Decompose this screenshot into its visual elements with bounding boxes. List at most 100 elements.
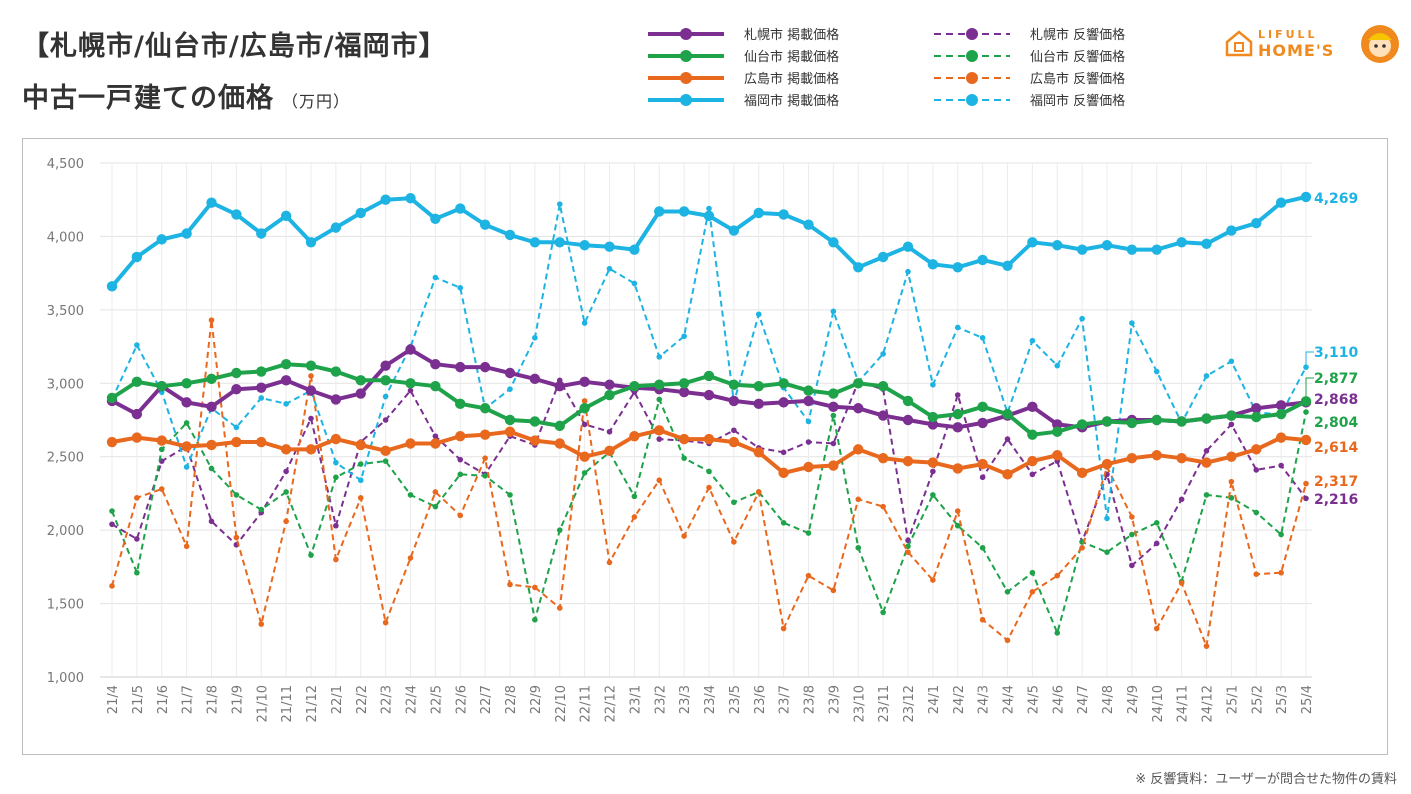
data-point xyxy=(853,444,864,455)
data-point xyxy=(681,533,687,539)
data-point xyxy=(333,459,339,466)
data-point xyxy=(805,530,812,536)
x-tick-label: 23/7 xyxy=(778,685,793,714)
data-point xyxy=(902,455,914,467)
data-point xyxy=(604,389,615,401)
legend-item: 広島市 掲載価格 xyxy=(648,71,839,87)
data-point xyxy=(631,493,638,500)
mascot-icon xyxy=(1361,25,1399,63)
data-point xyxy=(556,605,563,611)
data-point xyxy=(231,436,242,448)
data-point xyxy=(357,461,364,467)
data-point xyxy=(1153,540,1160,547)
data-point xyxy=(532,584,538,591)
data-point xyxy=(681,333,687,340)
x-tick-label: 23/12 xyxy=(902,685,917,722)
data-point xyxy=(853,262,864,273)
series-3 xyxy=(106,191,1312,292)
data-point xyxy=(1054,362,1061,369)
data-point xyxy=(430,438,441,449)
data-point xyxy=(977,458,988,470)
data-point xyxy=(805,418,812,425)
data-point xyxy=(181,378,192,389)
data-point xyxy=(479,219,491,230)
data-point xyxy=(952,463,963,474)
data-point xyxy=(405,193,416,204)
data-point xyxy=(1178,496,1185,503)
data-point xyxy=(106,281,118,292)
data-point xyxy=(954,392,961,398)
series-2 xyxy=(106,425,1312,480)
data-point xyxy=(407,387,414,394)
data-point xyxy=(432,489,439,495)
data-point xyxy=(728,395,740,407)
data-point xyxy=(258,621,265,627)
data-point xyxy=(753,398,764,410)
data-point xyxy=(979,474,986,481)
data-point xyxy=(457,512,464,519)
x-tick-label: 22/5 xyxy=(429,685,444,714)
data-point xyxy=(1079,544,1085,551)
data-point xyxy=(728,379,740,390)
end-value-label: 2,877 xyxy=(1314,371,1358,387)
data-point xyxy=(330,433,342,445)
data-point xyxy=(382,458,389,464)
data-point xyxy=(532,616,538,623)
data-point xyxy=(529,416,541,427)
logo-text-bottom: HOME'S xyxy=(1258,41,1335,60)
x-tick-label: 21/7 xyxy=(181,685,196,714)
data-point xyxy=(382,393,389,400)
data-point xyxy=(902,395,914,407)
chart-title-line2: 中古一戸建ての価格 （万円） xyxy=(22,76,350,115)
end-label-leader xyxy=(1305,377,1314,402)
data-point xyxy=(830,412,837,419)
legend-label: 福岡市 掲載価格 xyxy=(744,93,839,109)
data-point xyxy=(233,492,240,498)
data-point xyxy=(355,388,366,399)
y-tick-label: 3,000 xyxy=(47,377,84,392)
data-point xyxy=(581,421,588,428)
data-point xyxy=(1278,531,1284,538)
x-tick-label: 24/9 xyxy=(1126,685,1141,714)
data-point xyxy=(1275,197,1287,208)
data-point xyxy=(134,569,140,576)
data-point xyxy=(629,244,640,255)
data-point xyxy=(604,445,615,457)
data-point xyxy=(283,489,289,495)
data-point xyxy=(604,241,615,252)
data-point xyxy=(1303,495,1309,502)
data-point xyxy=(1002,469,1013,480)
data-point xyxy=(430,213,441,225)
data-point xyxy=(828,401,839,412)
data-point xyxy=(805,572,812,579)
data-point xyxy=(532,334,538,341)
x-tick-label: 23/3 xyxy=(678,685,693,714)
data-point xyxy=(231,209,242,220)
data-point xyxy=(181,228,192,239)
data-point xyxy=(554,381,565,392)
data-point xyxy=(258,506,265,513)
data-point xyxy=(778,209,789,220)
data-point xyxy=(1129,514,1135,520)
data-point xyxy=(1054,630,1061,636)
x-tick-label: 24/11 xyxy=(1176,685,1191,722)
data-point xyxy=(855,496,862,503)
data-point xyxy=(1076,244,1088,255)
legend-item: 仙台市 反響価格 xyxy=(934,49,1125,65)
data-point xyxy=(1029,589,1036,595)
legend-item: 広島市 反響価格 xyxy=(934,71,1125,87)
data-point xyxy=(656,436,663,442)
legend-label: 仙台市 掲載価格 xyxy=(744,49,839,65)
data-point xyxy=(803,461,814,473)
end-label-leader xyxy=(1305,351,1314,368)
data-point xyxy=(504,426,516,437)
data-point xyxy=(109,508,115,514)
x-tick-label: 22/2 xyxy=(355,685,370,714)
data-point xyxy=(880,351,886,357)
data-point xyxy=(877,410,889,421)
data-point xyxy=(979,334,986,341)
data-point xyxy=(283,518,289,525)
data-point xyxy=(1228,478,1235,485)
y-tick-label: 4,500 xyxy=(47,157,84,172)
data-point xyxy=(803,219,814,230)
